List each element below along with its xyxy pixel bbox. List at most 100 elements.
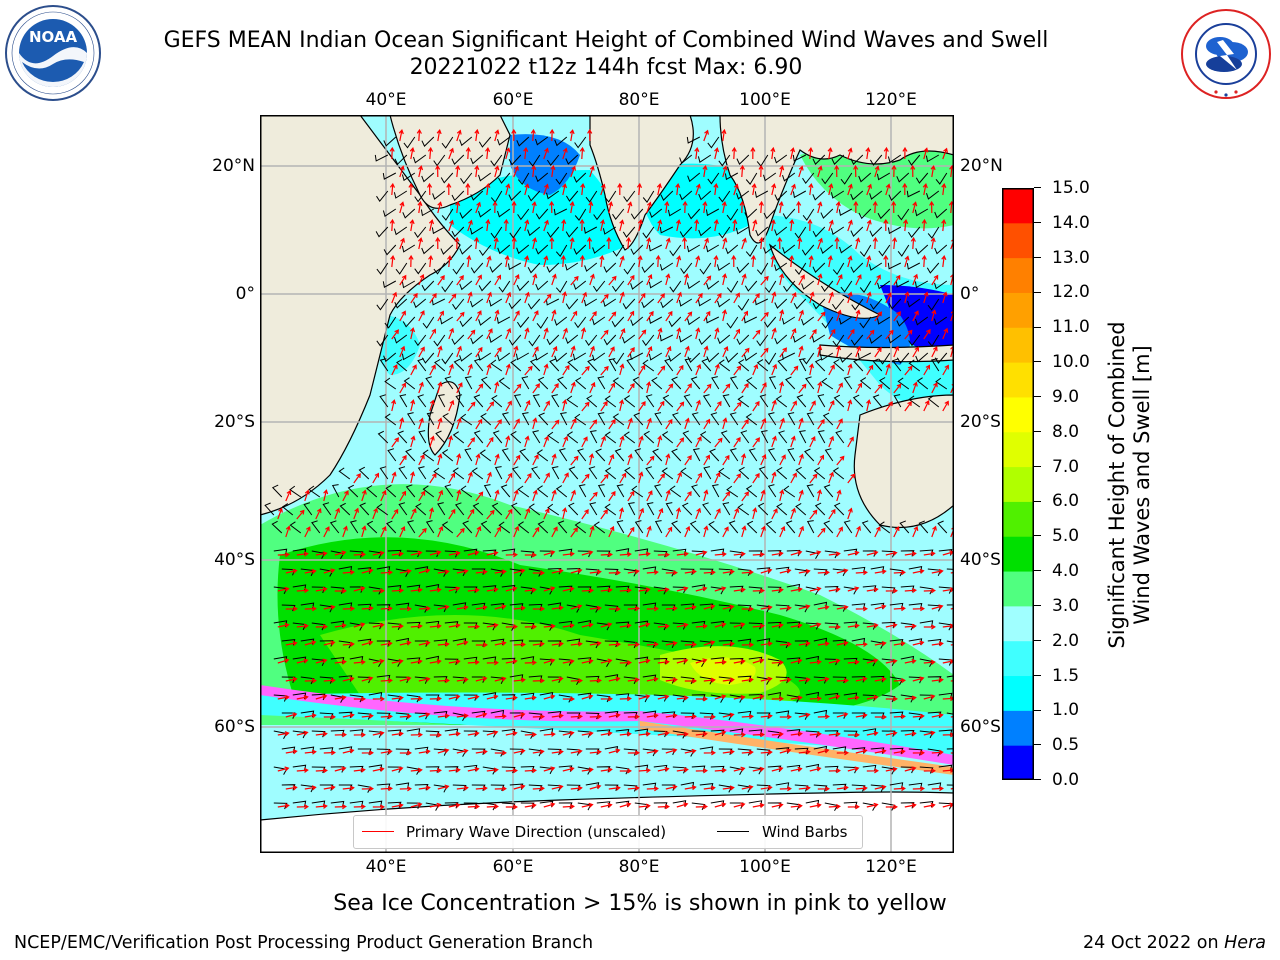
wave-direction-arrow [410,292,418,304]
wind-barb [413,154,427,164]
wind-barb [783,485,796,498]
wave-direction-arrow [910,236,916,250]
wind-barb [596,766,611,773]
wind-barb [626,358,636,372]
wave-direction-arrow [771,551,784,557]
wave-direction-arrow [817,676,830,683]
wave-direction-arrow [391,291,398,304]
wave-direction-arrow [315,803,328,809]
wave-direction-arrow [779,381,785,394]
wave-direction-arrow [494,274,501,286]
wind-barb [703,466,712,480]
wave-direction-arrow [505,291,512,304]
wind-barb [460,413,473,426]
lat-tick-left: 20°N [212,156,255,176]
colorbar-tick-mark [1034,222,1041,224]
wave-direction-arrow [703,569,716,575]
wave-direction-arrow [562,507,568,520]
wave-direction-arrow [695,255,701,268]
wave-direction-arrow [456,568,469,575]
wave-direction-arrow [722,454,730,466]
wave-direction-arrow [627,453,633,466]
wind-barb [444,376,454,390]
wave-direction-arrow [416,128,422,142]
wave-direction-arrow [885,401,893,412]
wave-direction-arrow [562,183,568,196]
wave-direction-arrow [581,622,594,628]
wave-direction-arrow [684,678,697,684]
wave-direction-arrow [380,641,393,647]
wave-direction-arrow [733,802,746,808]
wind-barb [745,485,758,498]
wind-barb [384,377,397,390]
wind-barb [558,448,568,462]
wind-barb [756,712,771,719]
wind-barb [680,467,693,480]
wave-direction-arrow [835,201,841,214]
wind-barb [782,172,796,182]
wave-direction-arrow [608,525,615,538]
wind-barb [785,376,796,390]
wave-direction-arrow [448,731,461,737]
colorbar-tick-label: 1.5 [1052,665,1080,686]
wave-direction-arrow [600,365,609,376]
wind-barb [896,352,910,364]
wind-barb [642,710,657,718]
wind-barb [459,244,473,255]
wind-barb [376,262,389,275]
wind-barb [767,621,782,629]
wind-barb [896,172,910,183]
wave-direction-arrow [758,200,764,214]
wave-direction-arrow [606,236,612,250]
wind-barb [888,298,902,310]
wind-barb [509,603,524,610]
wave-direction-arrow [931,604,944,610]
wave-direction-arrow [418,785,431,791]
wave-direction-arrow [589,491,598,502]
wave-direction-arrow [562,551,575,557]
wind-barb [546,154,560,167]
wind-barb [623,748,638,756]
colorbar-tick-label: 0.0 [1052,770,1080,790]
wave-direction-arrow [893,311,901,322]
wave-direction-arrow [551,419,560,430]
wind-barb [615,693,630,700]
wind-barb [812,154,826,165]
wave-direction-arrow [684,713,697,720]
wave-direction-arrow [828,551,841,557]
wave-direction-arrow [562,730,575,736]
wave-direction-arrow [646,525,652,538]
wave-direction-arrow [562,659,575,665]
wave-direction-arrow [627,417,633,430]
wave-direction-arrow [494,569,507,575]
wind-barb [528,784,543,792]
wave-direction-arrow [874,604,887,610]
wave-direction-arrow [437,453,443,466]
wave-direction-arrow [828,694,841,700]
wind-barb [330,586,345,594]
wind-barb [806,520,815,534]
wind-barb [748,800,763,807]
wind-barb [745,413,758,426]
wind-barb [852,394,864,408]
wind-barb [633,412,644,426]
wave-direction-arrow [551,526,558,538]
wave-direction-arrow [608,712,621,718]
wave-direction-arrow [713,219,719,232]
wave-direction-arrow [771,508,778,520]
chart-subtitle: 20221022 t12z 144h fcst Max: 6.90 [409,55,803,80]
wind-barb [401,244,416,253]
wave-direction-arrow [733,766,746,772]
wave-direction-arrow [285,640,298,646]
wave-direction-arrow [580,182,586,196]
wind-barb [441,521,454,534]
wave-direction-arrow [456,275,464,286]
wave-direction-arrow [638,587,651,593]
wind-barb [595,448,606,462]
wave-direction-arrow [380,605,393,612]
wave-direction-arrow [912,676,925,682]
colorbar-segment [1002,396,1034,433]
wind-barb [547,640,562,647]
wind-barb [528,675,543,682]
wind-barb [654,520,663,534]
